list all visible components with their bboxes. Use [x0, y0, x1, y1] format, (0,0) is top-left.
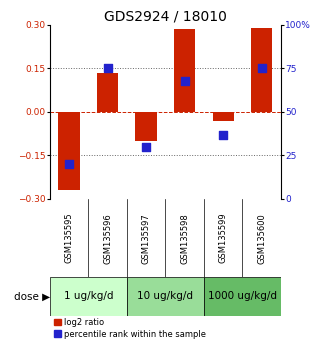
Bar: [97, 73, 118, 112]
Bar: [135, 112, 157, 141]
Text: 1 ug/kg/d: 1 ug/kg/d: [64, 291, 113, 302]
Point: [221, 132, 226, 137]
Legend: log2 ratio, percentile rank within the sample: log2 ratio, percentile rank within the s…: [54, 318, 206, 338]
Text: GSM135600: GSM135600: [257, 213, 266, 263]
Bar: [174, 29, 195, 112]
Bar: [50, 277, 127, 316]
Title: GDS2924 / 18010: GDS2924 / 18010: [104, 10, 227, 24]
Point: [259, 65, 264, 71]
Point: [105, 65, 110, 71]
Point: [143, 144, 149, 149]
Text: GSM135597: GSM135597: [142, 213, 151, 263]
Text: GSM135598: GSM135598: [180, 213, 189, 263]
Text: GSM135599: GSM135599: [219, 213, 228, 263]
Bar: [204, 277, 281, 316]
Text: 10 ug/kg/d: 10 ug/kg/d: [137, 291, 193, 302]
Text: GSM135595: GSM135595: [65, 213, 74, 263]
Text: 1000 ug/kg/d: 1000 ug/kg/d: [208, 291, 277, 302]
Bar: [213, 112, 234, 121]
Bar: [251, 28, 272, 112]
Point: [182, 78, 187, 83]
Text: GSM135596: GSM135596: [103, 213, 112, 263]
Text: dose ▶: dose ▶: [13, 291, 50, 302]
Bar: [127, 277, 204, 316]
Bar: [58, 112, 80, 190]
Point: [66, 161, 72, 167]
